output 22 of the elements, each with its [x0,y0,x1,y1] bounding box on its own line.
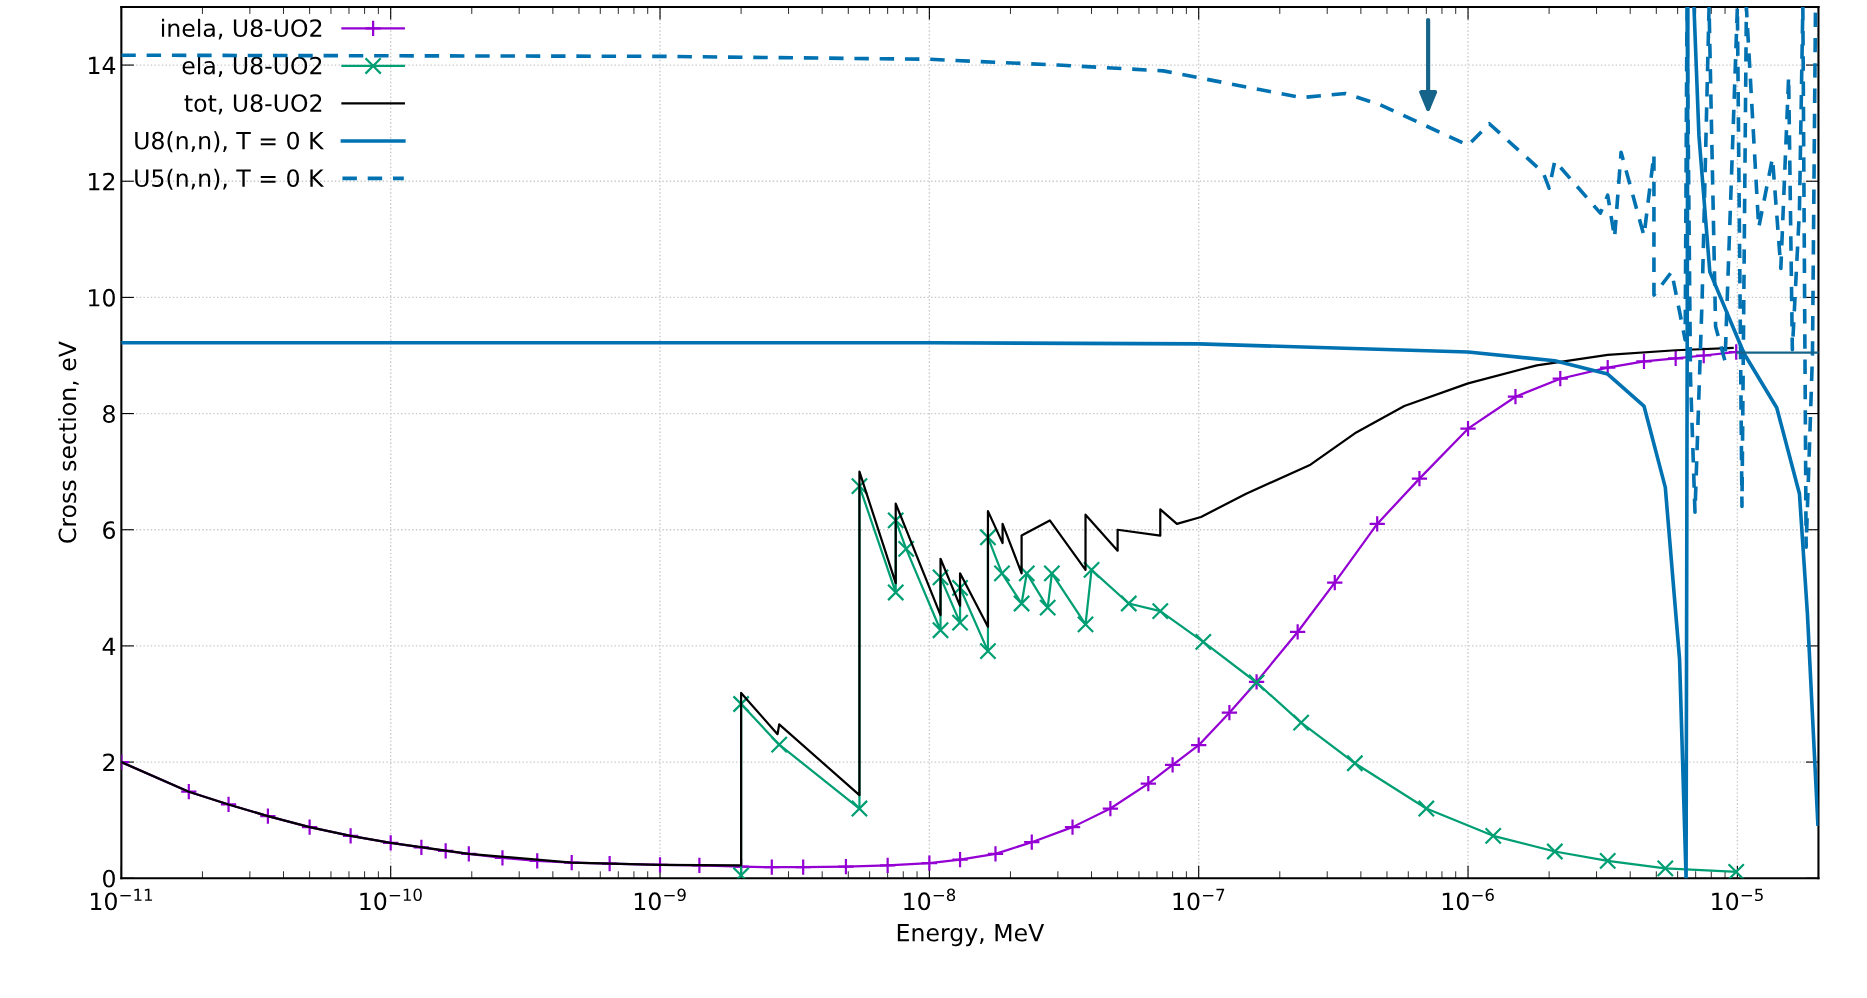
y-tick-label: 12 [89,172,115,191]
y-tick-label: 6 [103,521,116,540]
x-tick-label: 10$^{−5}$ [1712,888,1763,911]
legend-label: ela, U8-UO2 [182,56,322,77]
y-tick-label: 2 [103,753,115,772]
legend-label: inela, U8-UO2 [161,18,322,40]
y-axis-title: Cross section, eV [58,341,79,543]
x-axis-title: Energy, MeV [897,924,1045,947]
y-tick-label: 4 [102,637,116,655]
legend-label: U8(n,n), T = 0 K [135,131,325,153]
y-tick-label: 0 [103,869,115,888]
y-tick-label: 10 [89,288,115,307]
x-tick-label: 10$^{−6}$ [1442,888,1494,911]
y-tick-label: 8 [103,405,115,423]
y-tick-label: 14 [89,56,116,75]
legend-label: U5(n,n), T = 0 K [135,168,325,190]
x-tick-label: 10$^{−8}$ [904,888,956,911]
x-tick-label: 10$^{−7}$ [1173,888,1225,911]
legend-label: tot, U8-UO2 [184,94,322,115]
x-tick-label: 10$^{−9}$ [634,888,686,911]
x-tick-label: 10$^{−11}$ [91,888,153,911]
x-tick-label: 10$^{−10}$ [360,888,422,911]
